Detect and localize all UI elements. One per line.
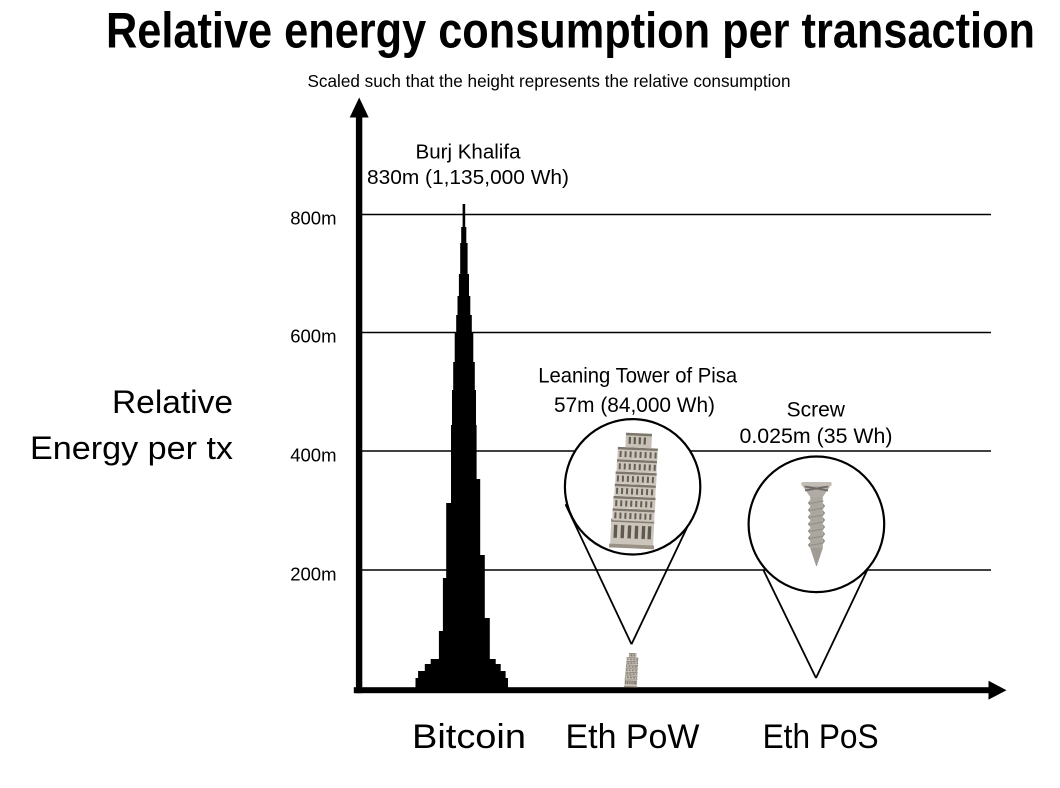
svg-text:Screw: Screw bbox=[787, 399, 846, 422]
svg-text:830m (1,135,000 Wh): 830m (1,135,000 Wh) bbox=[367, 167, 569, 189]
svg-text:Relative: Relative bbox=[112, 384, 233, 420]
svg-text:Bitcoin: Bitcoin bbox=[412, 718, 526, 756]
svg-text:400m: 400m bbox=[290, 445, 336, 466]
svg-text:57m (84,000 Wh): 57m (84,000 Wh) bbox=[554, 394, 715, 417]
svg-text:Leaning Tower of Pisa: Leaning Tower of Pisa bbox=[538, 365, 737, 388]
svg-text:Scaled such that the height re: Scaled such that the height represents t… bbox=[308, 71, 791, 91]
svg-text:Energy per tx: Energy per tx bbox=[30, 430, 233, 466]
svg-text:600m: 600m bbox=[290, 326, 336, 347]
svg-text:800m: 800m bbox=[290, 208, 336, 229]
svg-text:Eth PoS: Eth PoS bbox=[763, 718, 879, 756]
svg-text:Eth PoW: Eth PoW bbox=[566, 718, 700, 756]
svg-text:Relative energy consumption pe: Relative energy consumption per transact… bbox=[106, 3, 1035, 59]
svg-text:200m: 200m bbox=[290, 564, 336, 585]
svg-text:0.025m (35 Wh): 0.025m (35 Wh) bbox=[740, 425, 893, 448]
svg-text:Burj Khalifa: Burj Khalifa bbox=[416, 141, 522, 163]
